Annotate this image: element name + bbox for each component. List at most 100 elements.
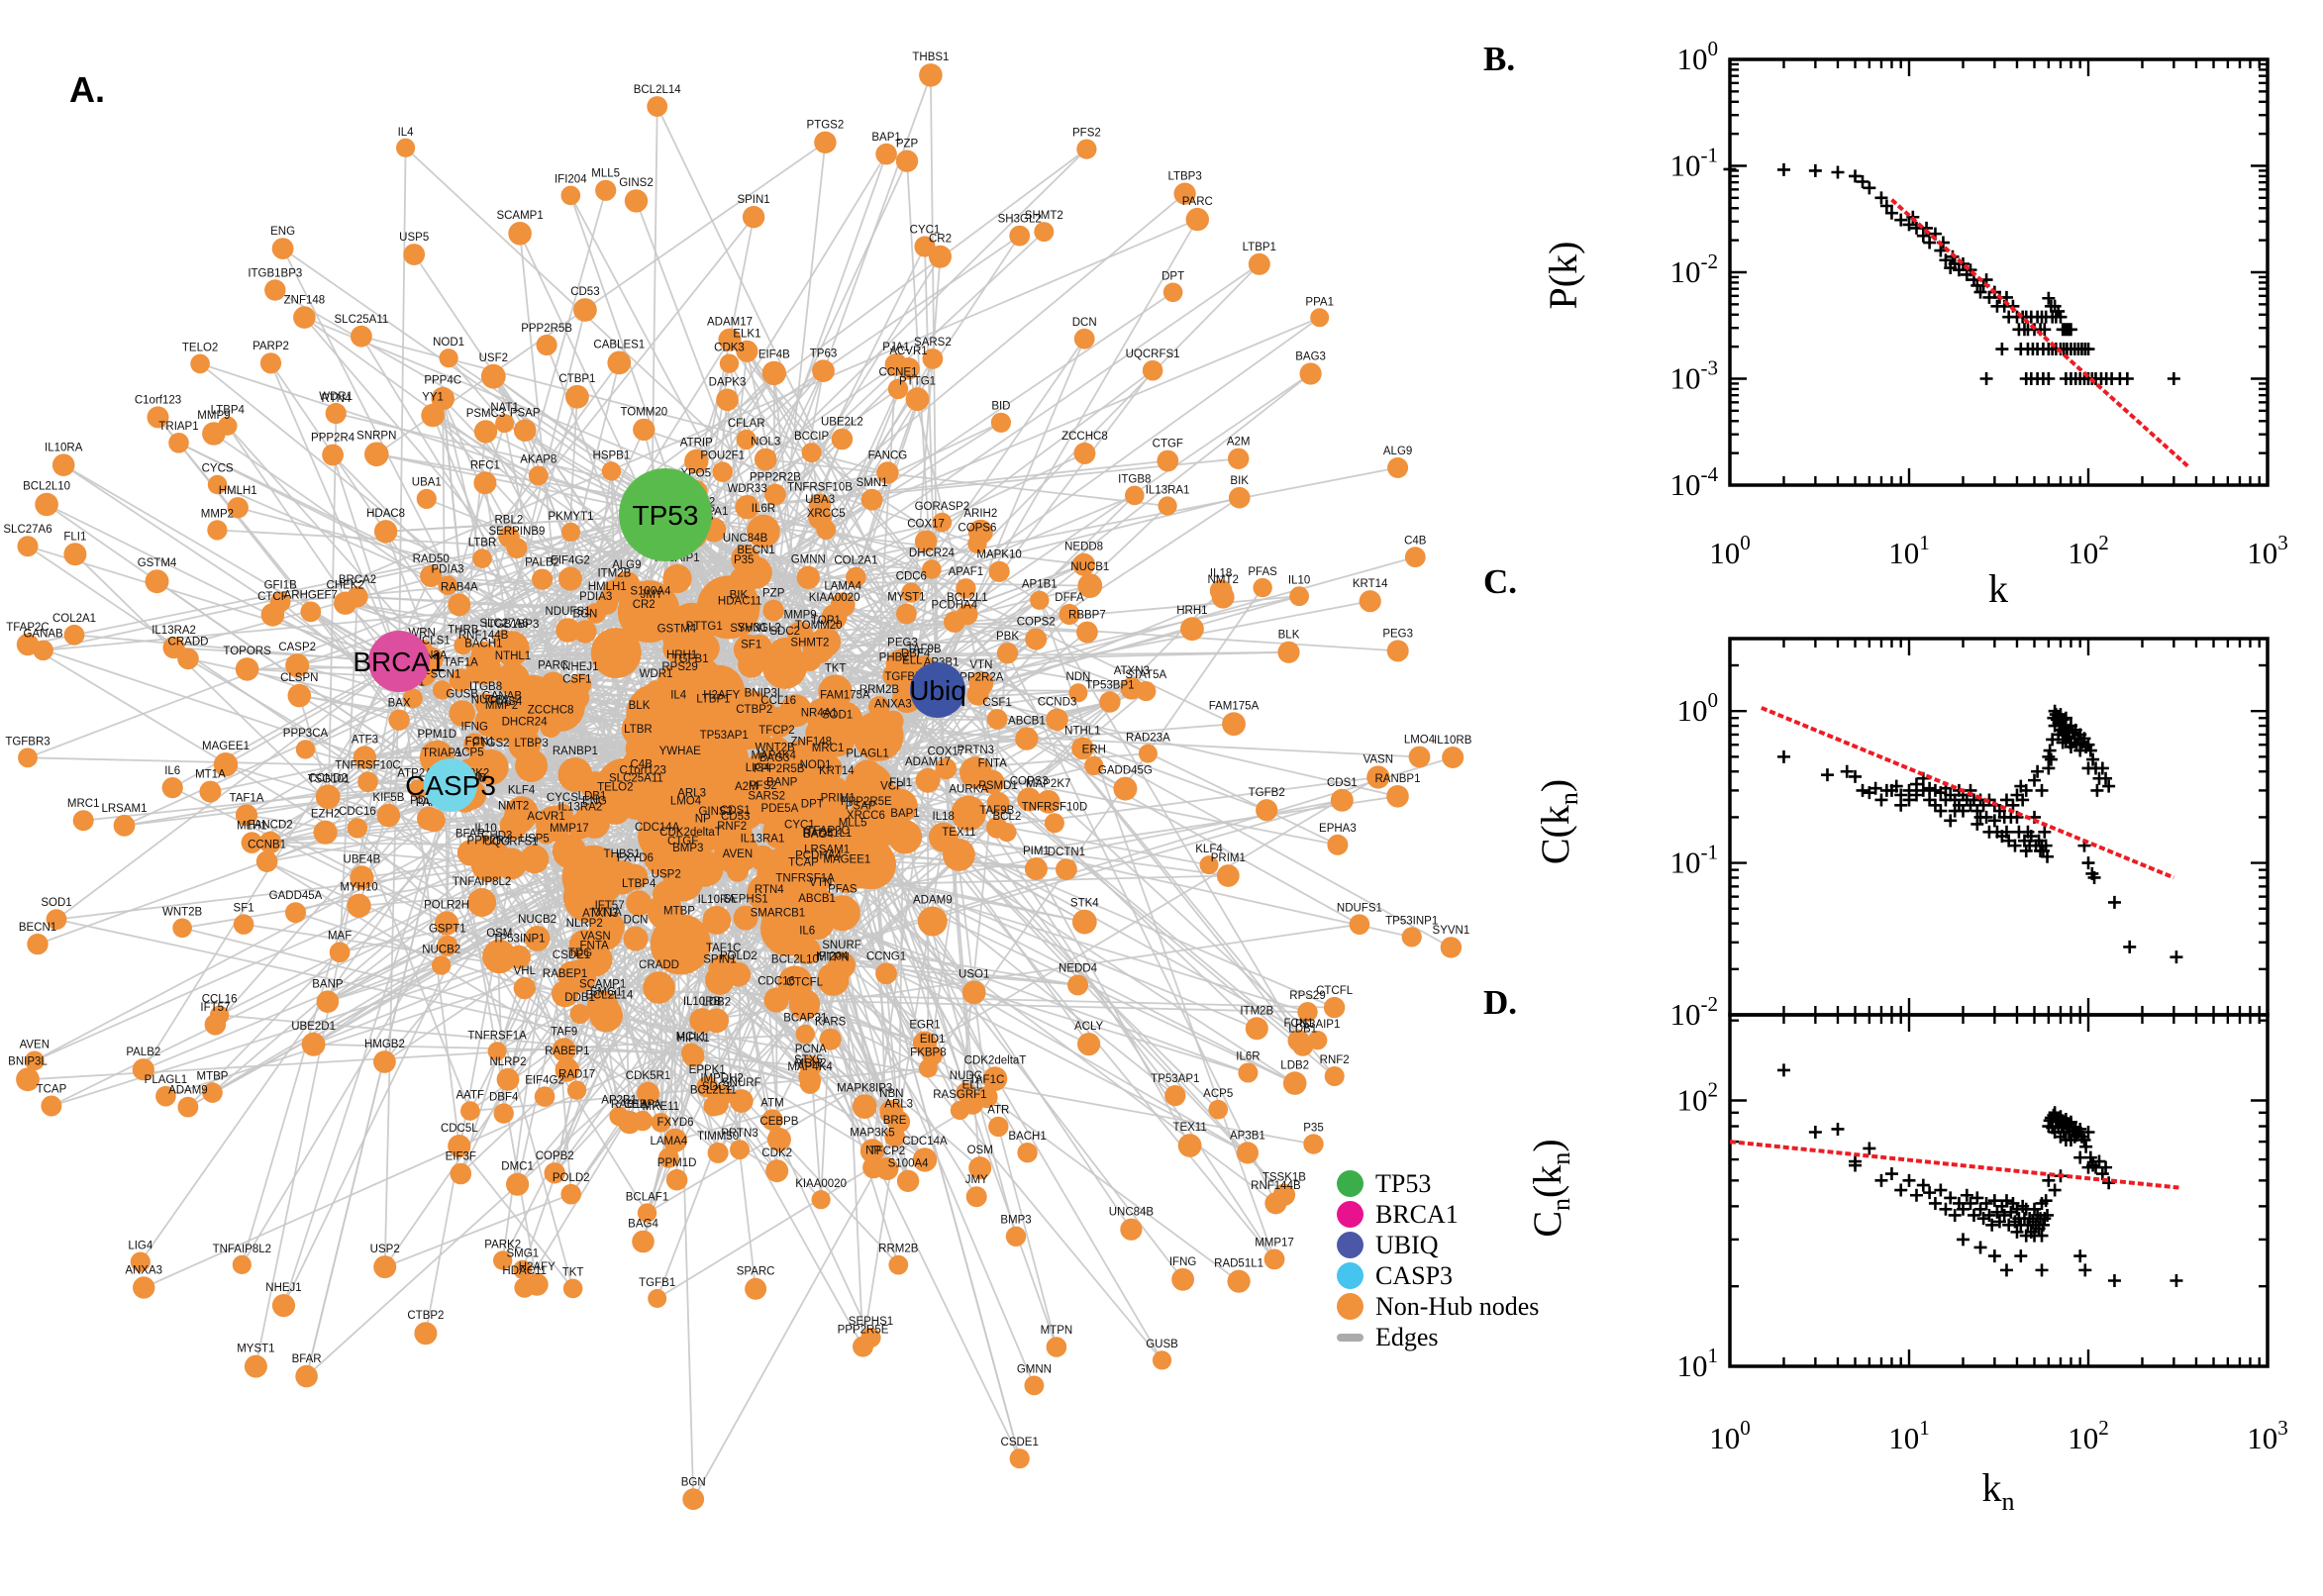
svg-text:BFAR: BFAR	[292, 1353, 322, 1365]
svg-text:CCL16: CCL16	[760, 695, 796, 707]
svg-text:TP53AP1: TP53AP1	[700, 730, 749, 742]
svg-text:NAT1: NAT1	[490, 402, 519, 414]
svg-text:PRIM1: PRIM1	[1211, 852, 1246, 864]
svg-text:IL10: IL10	[1288, 574, 1310, 586]
svg-text:GFI1B: GFI1B	[264, 580, 298, 592]
svg-text:ZNF148: ZNF148	[284, 294, 326, 306]
svg-text:HDAC8: HDAC8	[366, 508, 405, 520]
svg-text:TNFAIP8L2: TNFAIP8L2	[453, 876, 511, 888]
svg-text:ARL3: ARL3	[884, 1099, 913, 1111]
node-circle-icon	[1337, 1201, 1364, 1228]
svg-text:FAM175A: FAM175A	[1209, 700, 1260, 712]
svg-text:TDG: TDG	[568, 948, 592, 959]
svg-text:USP5: USP5	[520, 833, 550, 845]
svg-text:TOMM20: TOMM20	[620, 407, 667, 419]
svg-text:DBF4: DBF4	[489, 1091, 519, 1103]
svg-text:FXYD6: FXYD6	[656, 1117, 693, 1129]
svg-text:TRIAP1: TRIAP1	[422, 748, 461, 759]
svg-text:PARK2: PARK2	[484, 1239, 521, 1250]
svg-text:CSF1: CSF1	[562, 673, 591, 685]
svg-text:NUCB2: NUCB2	[518, 914, 556, 926]
legend-item-label: BRCA1	[1375, 1199, 1459, 1229]
svg-text:IFNG: IFNG	[1169, 1256, 1197, 1268]
svg-text:LRSAM1: LRSAM1	[101, 803, 147, 815]
svg-text:CTGF: CTGF	[1153, 439, 1183, 450]
svg-text:STX5: STX5	[794, 1054, 823, 1066]
svg-text:EID1: EID1	[920, 1034, 946, 1046]
svg-text:HDAC11: HDAC11	[718, 596, 762, 608]
svg-text:YWHAE: YWHAE	[659, 746, 702, 757]
svg-text:PKMYT1: PKMYT1	[548, 511, 593, 523]
hub-node-brca1	[368, 631, 430, 692]
svg-text:PALB2: PALB2	[126, 1047, 160, 1058]
svg-text:UBA3: UBA3	[805, 494, 835, 506]
svg-text:TGFB2: TGFB2	[1249, 787, 1285, 799]
svg-text:PLAGL1: PLAGL1	[145, 1074, 187, 1086]
svg-text:COL2A1: COL2A1	[52, 613, 96, 625]
svg-text:ACVR1: ACVR1	[889, 346, 927, 357]
svg-text:MYST1: MYST1	[887, 592, 925, 604]
svg-text:PPP4C: PPP4C	[424, 375, 461, 387]
svg-text:IL10RA: IL10RA	[45, 442, 83, 453]
legend: TP53 BRCA1 UBIQ CASP3 Non-Hub nodes Edges	[1337, 1168, 1574, 1352]
svg-text:TP53BP1: TP53BP1	[1085, 679, 1134, 691]
svg-text:CRADD: CRADD	[168, 637, 209, 648]
svg-text:CEBPA: CEBPA	[624, 1099, 661, 1111]
svg-text:TAF1A: TAF1A	[444, 656, 478, 668]
svg-text:BAG4: BAG4	[628, 1219, 658, 1231]
svg-text:ACP5: ACP5	[1203, 1088, 1233, 1100]
svg-text:TFCP2: TFCP2	[758, 725, 794, 737]
svg-text:SMN1: SMN1	[857, 477, 888, 489]
svg-text:ADAM9: ADAM9	[913, 895, 953, 907]
svg-text:BLK: BLK	[629, 700, 651, 712]
svg-text:TNFRSF1A: TNFRSF1A	[775, 872, 835, 884]
svg-text:MAP4K4: MAP4K4	[752, 750, 797, 762]
axis-ticks	[1728, 57, 2270, 487]
svg-text:LDB1: LDB1	[578, 791, 607, 803]
fit-line	[1761, 706, 2175, 880]
svg-text:GSTM4: GSTM4	[138, 557, 177, 569]
svg-text:APAF1: APAF1	[949, 566, 984, 578]
svg-text:TGFB1: TGFB1	[639, 1277, 675, 1289]
svg-text:CCNB1: CCNB1	[248, 839, 286, 850]
svg-text:NHEJ1: NHEJ1	[562, 661, 598, 673]
legend-item-brca1: BRCA1	[1337, 1199, 1574, 1230]
svg-text:ITGB1BP3: ITGB1BP3	[248, 267, 302, 279]
svg-text:LDB2: LDB2	[1280, 1059, 1309, 1071]
svg-text:NOD1: NOD1	[433, 337, 464, 349]
svg-text:TFAP2C: TFAP2C	[806, 825, 849, 837]
svg-text:RPS29: RPS29	[1289, 990, 1325, 1002]
svg-text:ZCCHC8: ZCCHC8	[528, 705, 574, 717]
svg-text:LIG4: LIG4	[746, 762, 771, 774]
svg-text:CSF1: CSF1	[982, 697, 1011, 709]
hub-label-ubiq: Ubiq	[909, 675, 966, 706]
svg-text:PFAS: PFAS	[1248, 566, 1277, 578]
svg-text:VCP: VCP	[880, 781, 904, 793]
node-circle-icon	[1337, 1293, 1364, 1320]
svg-text:PFS2: PFS2	[1072, 128, 1101, 140]
svg-text:CDC5L: CDC5L	[441, 1123, 478, 1135]
svg-text:ALG9: ALG9	[1383, 446, 1412, 457]
svg-text:SLC27A6: SLC27A6	[479, 618, 528, 630]
scatter-points	[1723, 162, 2180, 385]
svg-text:CDK5R1: CDK5R1	[626, 1070, 670, 1082]
svg-text:NMT2: NMT2	[498, 800, 529, 812]
svg-text:PEG3: PEG3	[887, 637, 918, 648]
svg-text:MRC1: MRC1	[812, 743, 845, 754]
svg-text:MLL5: MLL5	[591, 168, 620, 180]
panel-c-label: C.	[1483, 562, 1518, 601]
y-tick-label: 10-1	[1669, 841, 1718, 880]
panel-b-label: B.	[1483, 40, 1516, 78]
svg-text:AURKA: AURKA	[949, 784, 988, 796]
svg-text:BRCA2: BRCA2	[339, 574, 376, 586]
svg-text:THRB: THRB	[448, 624, 479, 636]
svg-text:BECN1: BECN1	[19, 922, 56, 934]
svg-text:TCAP: TCAP	[788, 856, 819, 868]
svg-text:FSCN1: FSCN1	[424, 668, 461, 680]
svg-text:VTN: VTN	[969, 659, 992, 671]
svg-text:TOMM20: TOMM20	[795, 620, 843, 632]
svg-text:PPP3CA: PPP3CA	[283, 728, 329, 740]
svg-text:PPP2R5E: PPP2R5E	[841, 796, 892, 808]
svg-text:UBA1: UBA1	[412, 477, 442, 489]
